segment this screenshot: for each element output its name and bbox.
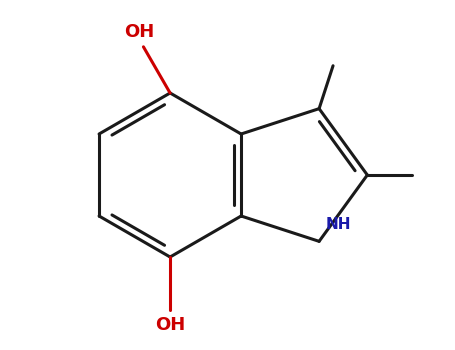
Text: OH: OH: [155, 316, 185, 334]
Text: NH: NH: [326, 217, 351, 231]
Text: OH: OH: [124, 23, 154, 41]
